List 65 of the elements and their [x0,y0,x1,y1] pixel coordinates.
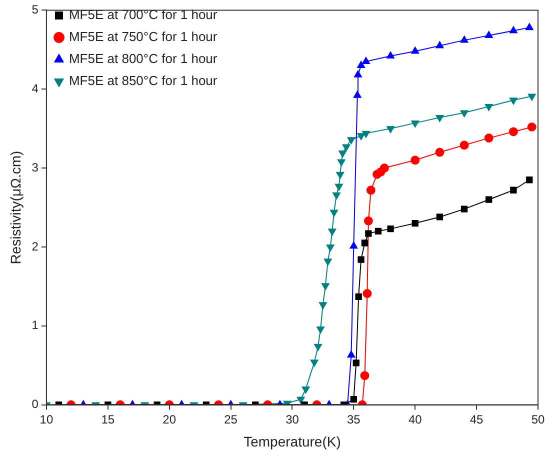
legend-label: MF5E at 850°C for 1 hour [68,73,218,88]
point [528,94,536,101]
point [411,120,420,128]
point [338,150,347,158]
point [347,137,356,144]
point [410,156,420,165]
x-tick-label: 10 [40,412,54,426]
point [347,350,356,358]
point [361,240,368,246]
point [337,159,346,166]
point [509,98,518,105]
point [380,164,389,173]
point [412,220,418,227]
x-tick-label: 40 [408,412,422,426]
point [436,214,444,220]
legend-label: MF5E at 750°C for 1 hour [68,29,218,44]
x-tick-label: 20 [162,412,176,426]
point [334,184,343,191]
point [386,126,395,134]
point [326,244,334,252]
y-tick-label: 3 [32,160,39,174]
point [435,148,444,157]
x-tick-label: 50 [531,412,545,426]
point [352,360,360,366]
point [374,228,382,235]
point [526,176,533,184]
point [330,210,338,217]
y-tick-label: 1 [32,318,39,332]
y-tick-label: 0 [32,397,39,412]
point [508,127,518,136]
point [365,230,372,237]
x-tick-label: 25 [224,412,238,426]
point [484,134,494,143]
legend-label: MF5E at 800°C for 1 hour [68,51,218,66]
point [328,228,336,236]
point [436,115,444,122]
point [486,196,492,203]
point [362,130,370,138]
y-tick-label: 5 [32,2,39,17]
point [527,122,536,132]
point [364,216,373,226]
y-tick-label: 2 [32,239,39,254]
x-tick-label: 15 [101,412,115,426]
point [350,242,358,249]
point [336,172,344,179]
point [510,186,517,194]
point [387,225,394,232]
y-tick-label: 4 [32,81,39,96]
point [357,133,366,140]
point [342,144,350,152]
point [460,110,468,118]
point [358,256,364,263]
point [332,192,340,200]
x-axis-title: Temperature(K) [244,433,341,450]
y-axis-title: Resistivity(μΩ.cm) [7,150,24,264]
x-tick-label: 35 [347,412,361,426]
point [355,293,362,300]
point [324,258,332,266]
point [362,289,372,298]
x-tick-label: 30 [286,412,300,426]
point [460,206,468,212]
x-tick-label: 45 [470,412,484,426]
point [366,186,376,195]
point [460,140,469,150]
point [484,104,493,111]
